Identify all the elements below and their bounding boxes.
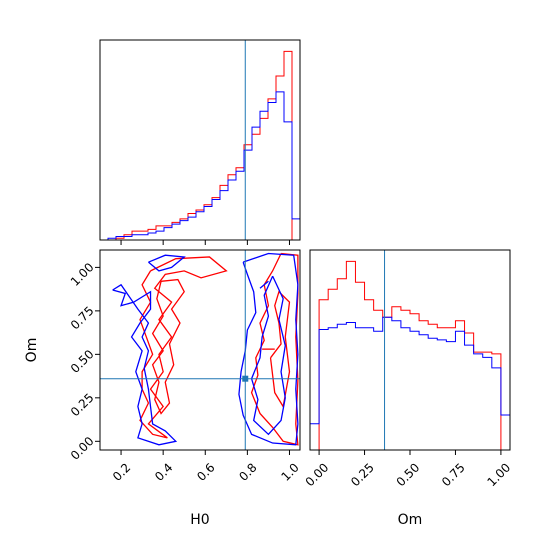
y-tick-label: 0.25	[68, 391, 97, 420]
x-axis-label: Om	[398, 512, 423, 528]
contour-red	[139, 256, 228, 439]
contour-blue	[148, 254, 186, 272]
histogram-step-red	[100, 50, 300, 241]
contour-lines	[112, 252, 299, 446]
y-axis-label: Om	[24, 338, 40, 363]
contour-blue	[112, 283, 178, 446]
contour-blue	[259, 280, 269, 289]
truth-marker	[242, 375, 249, 382]
x-tick-label: 0.75	[439, 460, 468, 489]
histogram-step-red	[310, 260, 510, 451]
contour-red	[151, 278, 185, 415]
x-tick-label: 0.50	[394, 460, 423, 489]
contour-red	[269, 290, 291, 409]
histogram-panel-h0	[99, 39, 301, 245]
histogram-panel-om: 0.00 0.25 0.50 0.75 1.00 Om	[303, 249, 513, 528]
y-tick-label: 0.00	[68, 434, 97, 463]
x-tick-label: 0.25	[348, 460, 377, 489]
y-tick-label: 0.75	[68, 304, 97, 333]
axes-frame	[99, 39, 301, 241]
contour-red	[250, 252, 299, 446]
x-tick-label: 1.0	[278, 460, 301, 483]
x-tick-label: 0.8	[236, 460, 259, 483]
histogram-step-blue	[309, 316, 511, 450]
histogram-step-blue	[100, 91, 301, 241]
x-tick-label: 0.2	[110, 460, 133, 483]
axes-frame	[309, 249, 511, 451]
contour-blue	[238, 252, 299, 446]
x-tick-label: 1.00	[484, 460, 513, 489]
y-tick-label: 1.00	[68, 260, 97, 289]
axes-frame	[99, 249, 301, 451]
x-tick-label: 0.4	[152, 460, 175, 483]
contour-blue	[250, 275, 286, 436]
x-tick-label: 0.00	[303, 460, 332, 489]
y-tick-label: 0.50	[68, 347, 97, 376]
x-tick-label: 0.6	[194, 460, 217, 483]
x-axis-label: H0	[190, 512, 209, 528]
contour-panel-h0-om: 0.2 0.4 0.6 0.8 1.0 0.00 0.25 0.50 0.75 1.00 H0 Om	[24, 249, 302, 528]
